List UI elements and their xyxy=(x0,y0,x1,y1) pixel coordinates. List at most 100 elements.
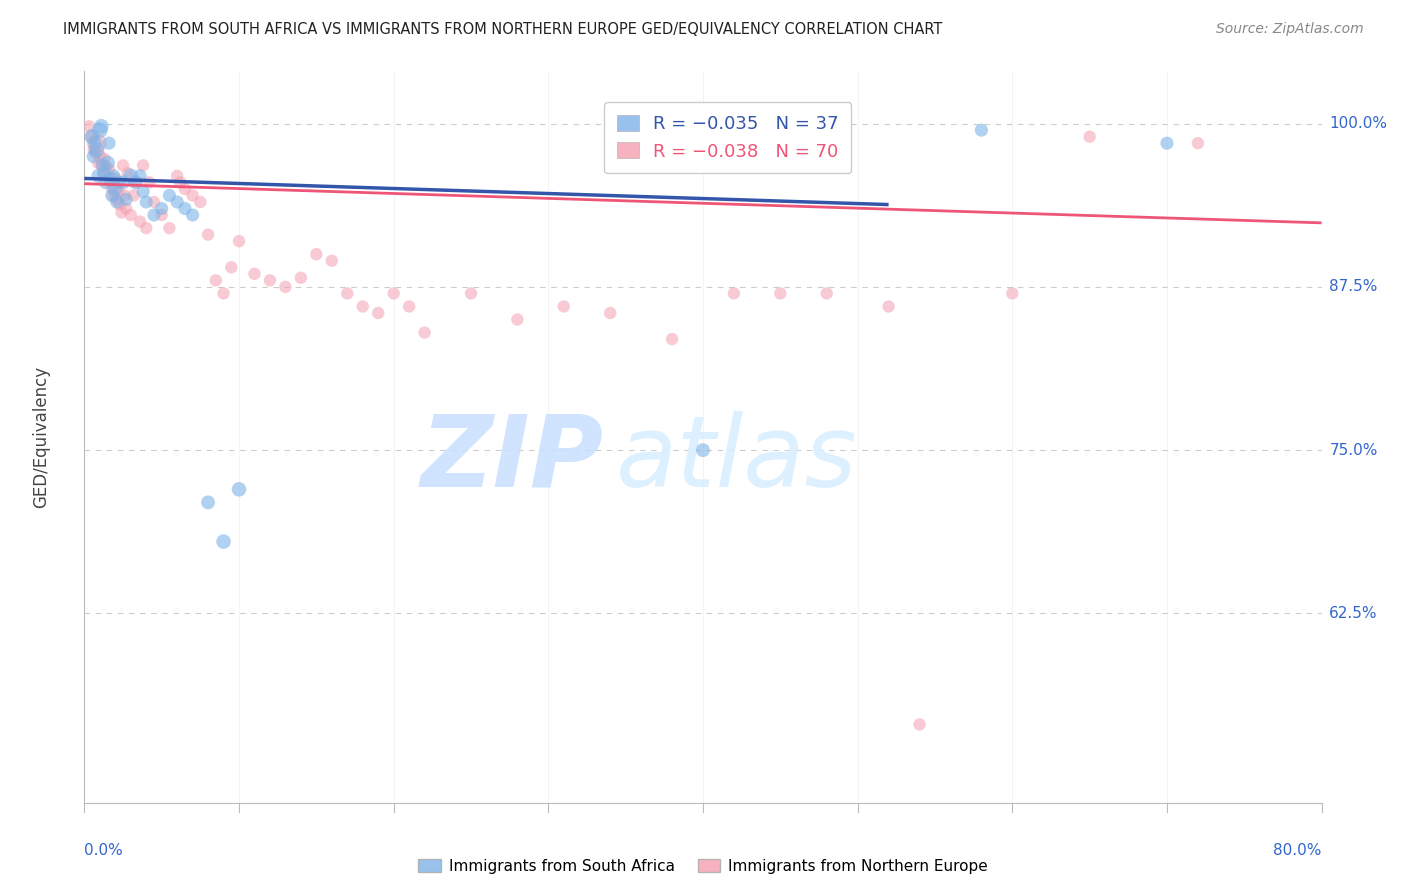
Point xyxy=(970,123,993,137)
Legend: R = −0.035   N = 37, R = −0.038   N = 70: R = −0.035 N = 37, R = −0.038 N = 70 xyxy=(605,103,851,173)
Point xyxy=(197,495,219,509)
Point xyxy=(367,306,389,320)
Point xyxy=(398,300,420,314)
Point xyxy=(104,182,127,196)
Text: 80.0%: 80.0% xyxy=(1274,843,1322,858)
Point xyxy=(205,273,228,287)
Point xyxy=(89,149,111,163)
Point xyxy=(122,188,145,202)
Point xyxy=(83,149,105,163)
Point xyxy=(769,286,792,301)
Point xyxy=(1001,286,1024,301)
Point xyxy=(82,129,104,144)
Text: atlas: atlas xyxy=(616,410,858,508)
Point xyxy=(84,145,107,160)
Point xyxy=(908,717,931,731)
Point xyxy=(212,534,235,549)
Point xyxy=(135,194,157,209)
Point xyxy=(96,156,118,170)
Point xyxy=(132,158,155,172)
Point xyxy=(174,202,197,216)
Text: ZIP: ZIP xyxy=(420,410,605,508)
Point xyxy=(108,197,131,211)
Point xyxy=(112,175,135,189)
Point xyxy=(87,169,110,183)
Point xyxy=(129,169,152,183)
Text: 0.0%: 0.0% xyxy=(84,843,124,858)
Point xyxy=(86,136,108,151)
Point xyxy=(94,175,117,189)
Point xyxy=(305,247,328,261)
Point xyxy=(212,286,235,301)
Point xyxy=(143,194,166,209)
Point xyxy=(115,202,138,216)
Point xyxy=(90,158,112,172)
Point xyxy=(159,221,180,235)
Point xyxy=(188,194,211,209)
Point xyxy=(129,214,152,228)
Point xyxy=(103,188,125,202)
Point xyxy=(143,208,166,222)
Point xyxy=(100,171,122,186)
Point xyxy=(321,253,343,268)
Point xyxy=(87,156,110,170)
Point xyxy=(93,166,115,180)
Point xyxy=(107,175,129,189)
Point xyxy=(125,175,148,189)
Legend: Immigrants from South Africa, Immigrants from Northern Europe: Immigrants from South Africa, Immigrants… xyxy=(412,853,994,880)
Point xyxy=(98,136,121,151)
Point xyxy=(89,123,111,137)
Point xyxy=(661,332,683,346)
Point xyxy=(110,205,132,219)
Point xyxy=(290,270,312,285)
Point xyxy=(228,234,250,248)
Point xyxy=(101,182,124,196)
Point xyxy=(132,185,155,199)
Point xyxy=(86,143,108,157)
Point xyxy=(166,169,188,183)
Point xyxy=(83,143,105,157)
Point xyxy=(692,443,714,458)
Point xyxy=(105,193,128,207)
Point xyxy=(112,158,135,172)
Point xyxy=(259,273,281,287)
Point xyxy=(117,166,139,180)
Point xyxy=(107,185,129,199)
Text: 100.0%: 100.0% xyxy=(1329,116,1388,131)
Point xyxy=(101,188,124,202)
Point xyxy=(159,188,180,202)
Point xyxy=(553,300,575,314)
Point xyxy=(84,136,107,151)
Point xyxy=(114,188,136,202)
Point xyxy=(150,208,173,222)
Point xyxy=(124,175,146,189)
Point xyxy=(77,120,100,134)
Point xyxy=(181,208,204,222)
Point xyxy=(91,158,114,172)
Point xyxy=(181,188,204,202)
Point xyxy=(1156,136,1178,151)
Point xyxy=(506,312,529,326)
Text: Source: ZipAtlas.com: Source: ZipAtlas.com xyxy=(1216,22,1364,37)
Point xyxy=(166,194,188,209)
Text: 62.5%: 62.5% xyxy=(1329,606,1378,621)
Text: GED/Equivalency: GED/Equivalency xyxy=(32,366,51,508)
Text: IMMIGRANTS FROM SOUTH AFRICA VS IMMIGRANTS FROM NORTHERN EUROPE GED/EQUIVALENCY : IMMIGRANTS FROM SOUTH AFRICA VS IMMIGRAN… xyxy=(63,22,942,37)
Point xyxy=(138,175,160,189)
Point xyxy=(815,286,838,301)
Point xyxy=(104,171,127,186)
Point xyxy=(460,286,482,301)
Point xyxy=(723,286,745,301)
Point xyxy=(413,326,436,340)
Point xyxy=(120,169,142,183)
Point xyxy=(228,483,250,497)
Point xyxy=(352,300,374,314)
Point xyxy=(877,300,900,314)
Point xyxy=(174,182,197,196)
Point xyxy=(115,193,138,207)
Point xyxy=(243,267,266,281)
Point xyxy=(1187,136,1209,151)
Point xyxy=(90,120,112,134)
Point xyxy=(197,227,219,242)
Point xyxy=(103,169,125,183)
